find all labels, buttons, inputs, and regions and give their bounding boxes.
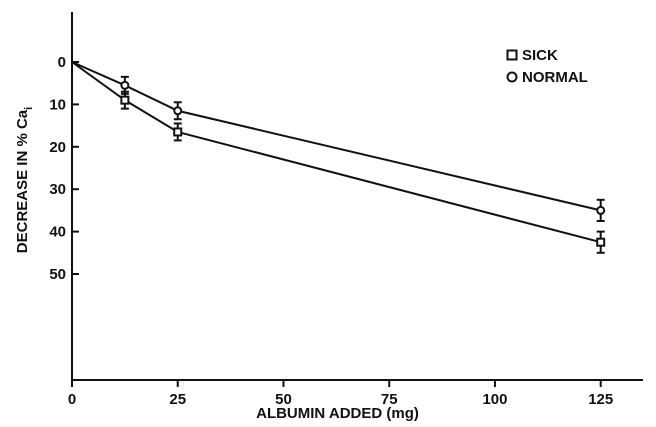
y-tick-label-0: 0: [58, 54, 66, 71]
point-sick-1: [120, 95, 130, 105]
point-normal-1: [120, 80, 130, 90]
series-line-sick: [71, 61, 601, 244]
point-sick-2: [173, 127, 183, 137]
x-tick-label-125: 125: [588, 391, 613, 408]
series-line-normal: [71, 61, 601, 212]
y-axis-title-main: DECREASE IN % Ca: [14, 109, 31, 253]
point-normal-2: [173, 106, 183, 116]
x-tick-label-25: 25: [169, 391, 186, 408]
x-axis-title: ALBUMIN ADDED (mg): [256, 405, 419, 422]
point-sick-3: [596, 237, 606, 247]
legend-marker-normal: [506, 71, 518, 83]
x-tick-label-100: 100: [482, 391, 507, 408]
y-tick-label-30: 30: [49, 181, 66, 198]
point-normal-3: [596, 205, 606, 215]
legend-marker-sick: [506, 49, 518, 61]
y-axis-title: DECREASE IN % Cai: [14, 107, 35, 253]
y-axis-title-subscript: i: [23, 107, 35, 110]
legend: SICK NORMAL: [506, 47, 588, 86]
series-normal: [71, 61, 606, 222]
x-ticks: 0 25 50 75 100 125: [68, 380, 613, 408]
x-tick-label-75: 75: [381, 391, 398, 408]
y-tick-label-50: 50: [49, 266, 66, 283]
x-tick-label-0: 0: [68, 391, 76, 408]
series-sick: [71, 61, 606, 254]
legend-label-sick: SICK: [522, 47, 558, 64]
y-tick-label-10: 10: [49, 96, 66, 113]
legend-label-normal: NORMAL: [522, 69, 588, 86]
y-tick-label-20: 20: [49, 139, 66, 156]
series-group: [71, 61, 606, 254]
y-ticks: 0 10 20 30 40 50: [49, 54, 79, 283]
x-tick-label-50: 50: [275, 391, 292, 408]
y-tick-label-40: 40: [49, 224, 66, 241]
axes: [71, 12, 643, 381]
